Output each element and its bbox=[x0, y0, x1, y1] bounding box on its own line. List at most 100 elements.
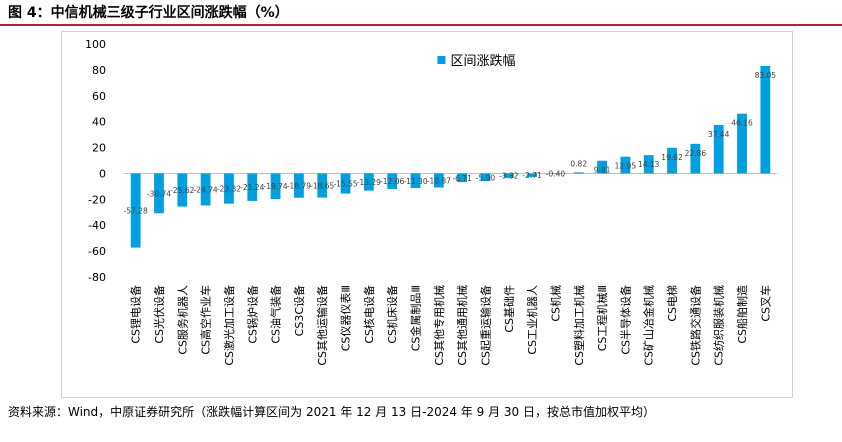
data-label: -11.30 bbox=[403, 177, 427, 186]
data-label: 12.95 bbox=[615, 162, 637, 171]
figure-title: 图 4：中信机械三级子行业区间涨跌幅（%） bbox=[8, 5, 289, 21]
data-label: 83.05 bbox=[755, 71, 777, 80]
y-tick-label: 40 bbox=[92, 116, 106, 129]
bar bbox=[713, 124, 724, 174]
bar-chart: -80 -60 -40 -20 0 20 40 60 80 100 -57.28 CS锂电设备 -30.… bbox=[85, 38, 777, 366]
category-label: CS3C设备 bbox=[292, 285, 306, 336]
category-label: CS铁路交通设备 bbox=[688, 285, 702, 366]
category-label: CS其他专用机械 bbox=[432, 285, 446, 366]
y-tick-label: -40 bbox=[88, 219, 106, 232]
category-label: CS锅炉设备 bbox=[245, 285, 259, 344]
y-tick-label: 100 bbox=[85, 38, 106, 51]
category-label: CS工业机器人 bbox=[525, 285, 539, 355]
bar bbox=[503, 173, 514, 178]
bar bbox=[620, 156, 631, 174]
bar bbox=[224, 173, 234, 204]
data-label: -6.71 bbox=[452, 174, 472, 183]
category-label: CS高空作业车 bbox=[199, 285, 213, 355]
category-label: CS机械 bbox=[548, 285, 562, 322]
category-label: CS激光加工设备 bbox=[222, 285, 236, 366]
data-label: -30.74 bbox=[147, 189, 171, 198]
data-label: 46.16 bbox=[731, 119, 753, 128]
y-tick-label: 20 bbox=[92, 142, 106, 155]
category-label: CS仪器仪表Ⅲ bbox=[339, 285, 353, 351]
data-label: -0.40 bbox=[546, 170, 566, 179]
category-label: CS纺织服装机械 bbox=[712, 285, 726, 366]
title-rule bbox=[0, 24, 842, 26]
bar bbox=[363, 173, 374, 191]
bar bbox=[737, 113, 747, 174]
bar bbox=[527, 173, 538, 177]
category-label: CS光伏设备 bbox=[152, 285, 166, 344]
category-label: CS叉车 bbox=[758, 285, 772, 322]
data-label: -18.79 bbox=[287, 182, 311, 191]
data-label: -24.74 bbox=[194, 185, 218, 194]
bar bbox=[597, 160, 607, 174]
bar bbox=[247, 173, 258, 201]
bar bbox=[200, 173, 211, 206]
category-label: CS电梯 bbox=[666, 285, 679, 322]
category-label: CS油气装备 bbox=[269, 285, 283, 344]
category-label: CS塑料加工机械 bbox=[572, 285, 586, 366]
data-label: 14.13 bbox=[638, 160, 660, 169]
category-label: CS锂电设备 bbox=[129, 285, 143, 344]
data-label: 19.82 bbox=[661, 153, 683, 162]
data-label: -19.74 bbox=[263, 182, 287, 191]
bar bbox=[294, 173, 304, 198]
category-label: CS其他运输设备 bbox=[315, 285, 329, 366]
bar bbox=[387, 173, 398, 190]
bar bbox=[130, 173, 141, 248]
y-tick-label: 80 bbox=[92, 64, 106, 77]
bar bbox=[457, 173, 468, 183]
bar bbox=[317, 173, 328, 198]
legend-label: 区间涨跌幅 bbox=[450, 53, 515, 69]
data-label: -12.06 bbox=[380, 177, 404, 186]
category-label: CS工程机械Ⅲ bbox=[595, 285, 609, 351]
y-tick-label: 0 bbox=[99, 167, 106, 180]
data-label: -21.24 bbox=[240, 183, 264, 192]
chart-frame: -80 -60 -40 -20 0 20 40 60 80 100 -57.28 CS锂电设备 -30.… bbox=[61, 31, 793, 398]
bar bbox=[550, 173, 561, 174]
bar bbox=[177, 173, 188, 207]
category-label: CS其他通用机械 bbox=[455, 285, 469, 366]
source-note: 资料来源：Wind，中原证券研究所（涨跌幅计算区间为 2021 年 12 月 1… bbox=[8, 405, 655, 419]
data-label: -3.32 bbox=[499, 172, 519, 181]
data-label: -23.32 bbox=[217, 185, 241, 194]
bar bbox=[154, 173, 164, 214]
data-label: 37.44 bbox=[708, 130, 730, 139]
bar bbox=[760, 65, 771, 174]
category-label: CS矿山冶金机械 bbox=[642, 285, 656, 366]
data-label: 9.81 bbox=[594, 166, 611, 175]
legend-swatch bbox=[437, 56, 446, 64]
category-label: CS机床设备 bbox=[385, 285, 399, 344]
bar bbox=[573, 172, 584, 174]
category-label: CS船舶制造 bbox=[735, 285, 749, 344]
bar bbox=[480, 173, 491, 182]
data-label: -5.90 bbox=[476, 173, 496, 182]
data-label: 0.82 bbox=[570, 159, 587, 168]
bar bbox=[410, 173, 421, 189]
bar bbox=[667, 147, 677, 174]
bar bbox=[340, 173, 351, 194]
data-label: -10.87 bbox=[427, 176, 451, 185]
data-label: -13.29 bbox=[357, 178, 381, 187]
data-label: -2.71 bbox=[522, 171, 542, 180]
data-label: -18.65 bbox=[310, 182, 334, 191]
category-label: CS金属制品Ⅲ bbox=[409, 285, 423, 351]
data-label: 22.86 bbox=[685, 149, 707, 158]
data-label: -57.28 bbox=[124, 207, 148, 216]
category-label: CS起重运输设备 bbox=[478, 285, 492, 366]
bar bbox=[433, 173, 444, 188]
bar bbox=[690, 143, 701, 174]
y-tick-label: -60 bbox=[88, 245, 106, 258]
y-tick-label: -80 bbox=[88, 271, 106, 284]
category-label: CS核电设备 bbox=[362, 285, 376, 344]
category-label: CS服务机器人 bbox=[175, 285, 189, 355]
data-label: -15.55 bbox=[333, 180, 357, 189]
bar bbox=[270, 173, 281, 199]
category-label: CS基础件 bbox=[503, 285, 516, 333]
y-tick-label: -20 bbox=[88, 193, 106, 206]
y-tick-label: 60 bbox=[92, 90, 106, 103]
category-label: CS半导体设备 bbox=[618, 285, 632, 355]
bar bbox=[643, 155, 654, 174]
